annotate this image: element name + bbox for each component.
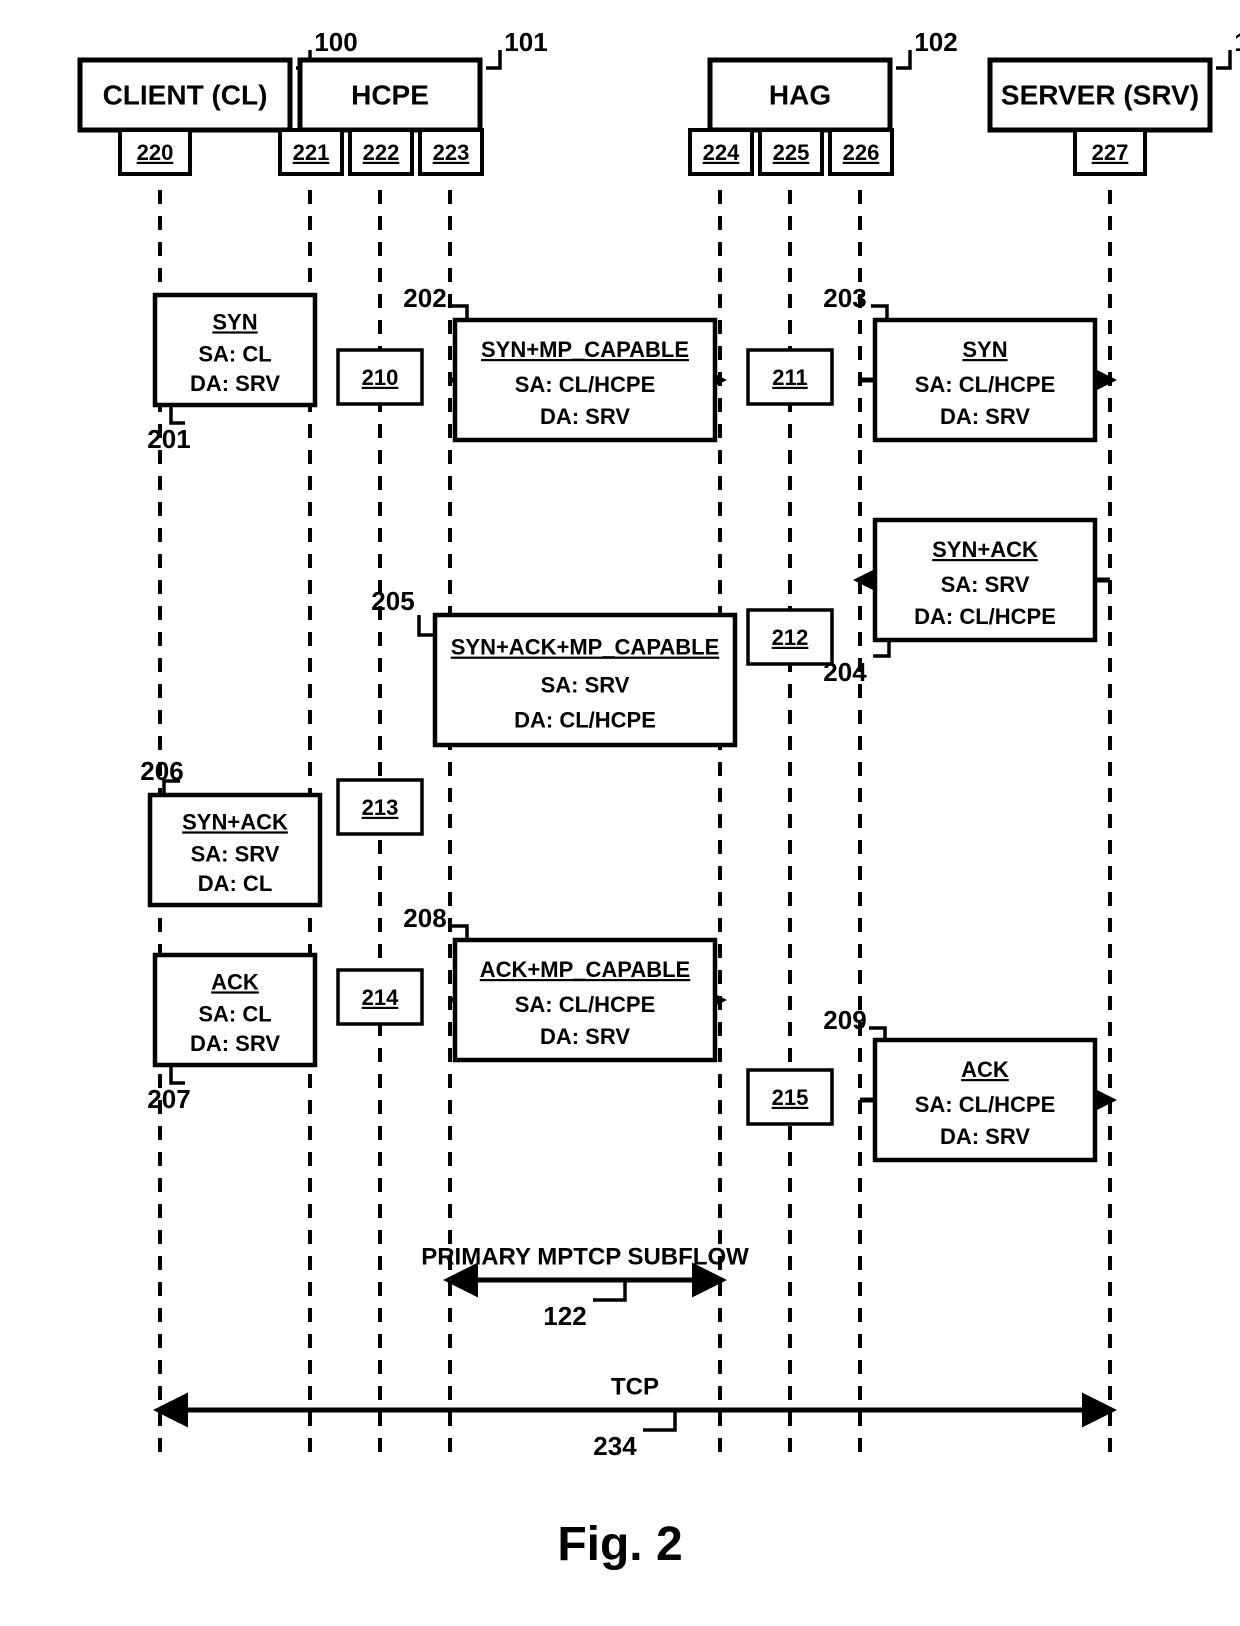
svg-text:DA: SRV: DA: SRV xyxy=(540,404,630,429)
svg-text:HCPE: HCPE xyxy=(351,79,429,110)
svg-text:DA: SRV: DA: SRV xyxy=(540,1024,630,1049)
ref-leader-102 xyxy=(896,50,910,68)
message-m203: SYN SA: CL/HCPE DA: SRV 203 xyxy=(823,283,1095,440)
svg-text:221: 221 xyxy=(293,140,330,165)
message-boxes-layer: SYN SA: CL DA: SRV 201 SYN+MP_CAPABLE SA: CL/… xyxy=(140,283,1095,1160)
svg-text:SYN: SYN xyxy=(962,337,1007,362)
svg-text:102: 102 xyxy=(914,27,957,57)
svg-text:SERVER (SRV): SERVER (SRV) xyxy=(1001,79,1199,110)
svg-text:DA: SRV: DA: SRV xyxy=(190,1031,280,1056)
svg-text:DA: SRV: DA: SRV xyxy=(940,404,1030,429)
process-box-215: 215 xyxy=(748,1070,832,1124)
ref-leader-101 xyxy=(486,50,500,68)
svg-text:SYN+ACK: SYN+ACK xyxy=(182,809,288,834)
node-srv: SERVER (SRV) 103 227 xyxy=(990,27,1240,174)
svg-text:213: 213 xyxy=(362,795,399,820)
svg-text:SA: CL/HCPE: SA: CL/HCPE xyxy=(915,1092,1056,1117)
process-box-212: 212 xyxy=(748,610,832,664)
svg-text:SA: CL: SA: CL xyxy=(198,1001,271,1026)
band-tcp: TCP 234 xyxy=(160,1373,1110,1461)
svg-text:SYN+ACK+MP_CAPABLE: SYN+ACK+MP_CAPABLE xyxy=(451,635,720,660)
svg-text:214: 214 xyxy=(362,985,399,1010)
svg-text:SYN: SYN xyxy=(212,309,257,334)
svg-text:204: 204 xyxy=(823,657,867,687)
svg-text:226: 226 xyxy=(843,140,880,165)
svg-text:SYN+ACK: SYN+ACK xyxy=(932,537,1038,562)
svg-text:ACK+MP_CAPABLE: ACK+MP_CAPABLE xyxy=(480,957,690,982)
bottom-bands-layer: PRIMARY MPTCP SUBFLOW 122 TCP 234 xyxy=(160,1243,1110,1461)
svg-text:ACK: ACK xyxy=(211,969,259,994)
svg-text:212: 212 xyxy=(772,625,809,650)
svg-text:222: 222 xyxy=(363,140,400,165)
svg-text:207: 207 xyxy=(147,1084,190,1114)
message-m204: SYN+ACK SA: SRV DA: CL/HCPE 204 xyxy=(823,520,1095,687)
node-hag: HAG 102 224 225 226 xyxy=(690,27,958,174)
svg-text:122: 122 xyxy=(543,1301,586,1331)
svg-text:223: 223 xyxy=(433,140,470,165)
svg-text:227: 227 xyxy=(1092,140,1129,165)
process-box-211: 211 xyxy=(748,350,832,404)
svg-text:SA: CL: SA: CL xyxy=(198,341,271,366)
message-m205: SYN+ACK+MP_CAPABLE SA: SRV DA: CL/HCPE 205 xyxy=(371,586,735,745)
process-box-210: 210 xyxy=(338,350,422,404)
svg-text:234: 234 xyxy=(593,1431,637,1461)
svg-text:DA: SRV: DA: SRV xyxy=(940,1124,1030,1149)
ref-leader-103 xyxy=(1216,50,1230,68)
diagram-svg: CLIENT (CL) 100 220 HCPE 101 221 222 223 HAG 102 2… xyxy=(0,0,1240,1626)
svg-text:202: 202 xyxy=(403,283,446,313)
message-m206: SYN+ACK SA: SRV DA: CL 206 xyxy=(140,756,320,905)
message-m207: ACK SA: CL DA: SRV 207 xyxy=(147,955,315,1114)
svg-text:HAG: HAG xyxy=(769,79,831,110)
band-primary: PRIMARY MPTCP SUBFLOW 122 xyxy=(421,1243,749,1331)
svg-text:209: 209 xyxy=(823,1005,866,1035)
svg-text:201: 201 xyxy=(147,424,190,454)
svg-text:103: 103 xyxy=(1234,27,1240,57)
svg-text:TCP: TCP xyxy=(611,1373,659,1400)
svg-text:DA: CL/HCPE: DA: CL/HCPE xyxy=(514,707,656,732)
svg-text:101: 101 xyxy=(504,27,547,57)
svg-text:100: 100 xyxy=(314,27,357,57)
svg-text:220: 220 xyxy=(137,140,174,165)
nodes-layer: CLIENT (CL) 100 220 HCPE 101 221 222 223 HAG 102 2… xyxy=(80,27,1240,174)
svg-text:SA: SRV: SA: SRV xyxy=(941,572,1030,597)
svg-text:224: 224 xyxy=(703,140,740,165)
svg-text:DA: CL/HCPE: DA: CL/HCPE xyxy=(914,604,1056,629)
message-m201: SYN SA: CL DA: SRV 201 xyxy=(147,295,315,454)
svg-text:SA: CL/HCPE: SA: CL/HCPE xyxy=(515,372,656,397)
svg-text:SA: SRV: SA: SRV xyxy=(191,841,280,866)
svg-text:225: 225 xyxy=(773,140,810,165)
svg-text:205: 205 xyxy=(371,586,414,616)
svg-text:206: 206 xyxy=(140,756,183,786)
message-m209: ACK SA: CL/HCPE DA: SRV 209 xyxy=(823,1005,1095,1160)
svg-text:DA: SRV: DA: SRV xyxy=(190,371,280,396)
svg-text:215: 215 xyxy=(772,1085,809,1110)
process-box-214: 214 xyxy=(338,970,422,1024)
svg-text:SA: SRV: SA: SRV xyxy=(541,672,630,697)
svg-text:203: 203 xyxy=(823,283,866,313)
diagram-stage: CLIENT (CL) 100 220 HCPE 101 221 222 223 HAG 102 2… xyxy=(0,0,1240,1626)
svg-text:CLIENT (CL): CLIENT (CL) xyxy=(103,79,268,110)
svg-text:211: 211 xyxy=(772,365,808,390)
figure-caption: Fig. 2 xyxy=(557,1518,682,1571)
svg-text:SYN+MP_CAPABLE: SYN+MP_CAPABLE xyxy=(481,337,689,362)
process-box-213: 213 xyxy=(338,780,422,834)
svg-text:208: 208 xyxy=(403,903,446,933)
svg-text:DA: CL: DA: CL xyxy=(198,871,273,896)
svg-text:ACK: ACK xyxy=(961,1057,1009,1082)
svg-text:SA: CL/HCPE: SA: CL/HCPE xyxy=(915,372,1056,397)
svg-text:SA: CL/HCPE: SA: CL/HCPE xyxy=(515,992,656,1017)
svg-text:PRIMARY MPTCP SUBFLOW: PRIMARY MPTCP SUBFLOW xyxy=(421,1243,749,1270)
svg-text:210: 210 xyxy=(362,365,399,390)
